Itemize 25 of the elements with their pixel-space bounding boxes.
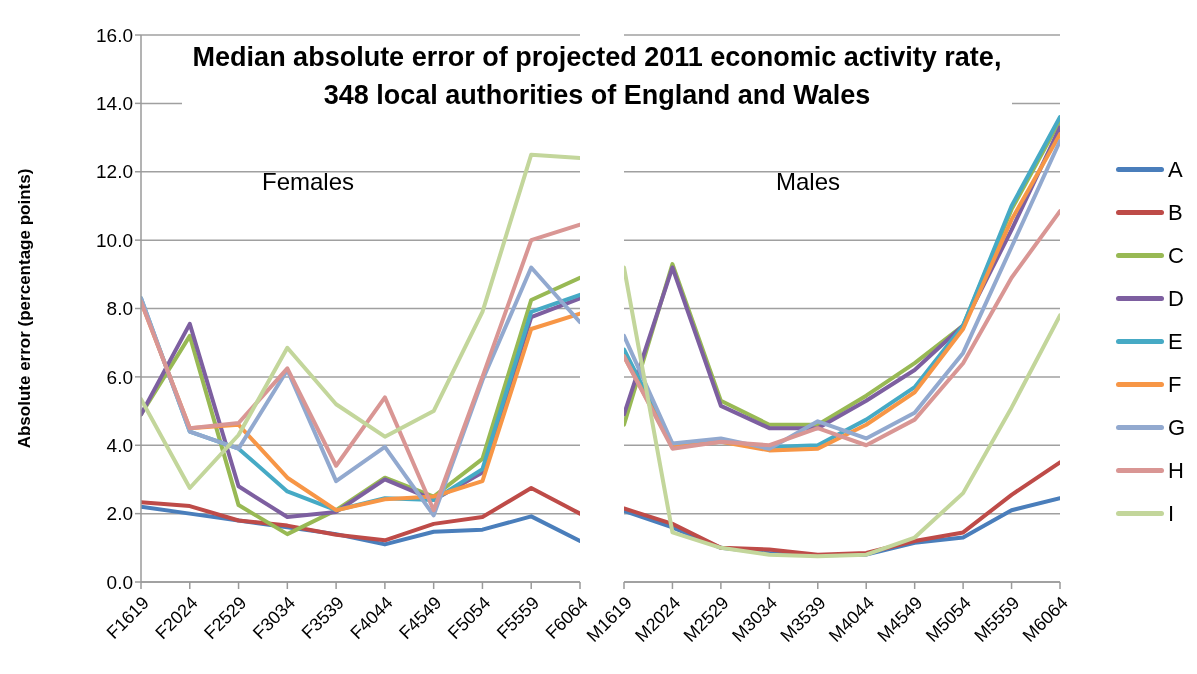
legend-label: H <box>1168 457 1184 484</box>
legend-label: E <box>1168 328 1183 355</box>
line-series <box>141 485 580 543</box>
y-tick-label: 2.0 <box>106 503 133 525</box>
legend-label: F <box>1168 371 1182 398</box>
y-axis-title: Absolute error (percentage points) <box>15 168 35 449</box>
legend-label: I <box>1168 500 1175 527</box>
legend-label: A <box>1168 156 1183 183</box>
text: Median absolute error of projected 2011 economic activity rate, 348 local authorities of England and Wales <box>182 38 1012 114</box>
legend-label: C <box>1168 242 1184 269</box>
y-tick-label: 10.0 <box>96 229 133 251</box>
legend-label: B <box>1168 199 1183 226</box>
y-tick-label: 8.0 <box>106 298 133 320</box>
line-series <box>141 222 580 513</box>
y-tick-label: 0.0 <box>106 571 133 593</box>
legend-label: G <box>1168 414 1186 441</box>
y-tick-label: 14.0 <box>96 93 133 115</box>
line-series <box>141 152 580 490</box>
legend-label: D <box>1168 285 1184 312</box>
y-tick-label: 6.0 <box>106 366 133 388</box>
annotation: Males <box>775 168 841 196</box>
annotation: Females <box>261 168 355 196</box>
y-tick-label: 4.0 <box>106 434 133 456</box>
y-tick-label: 12.0 <box>96 161 133 183</box>
y-tick-label: 16.0 <box>96 24 133 46</box>
